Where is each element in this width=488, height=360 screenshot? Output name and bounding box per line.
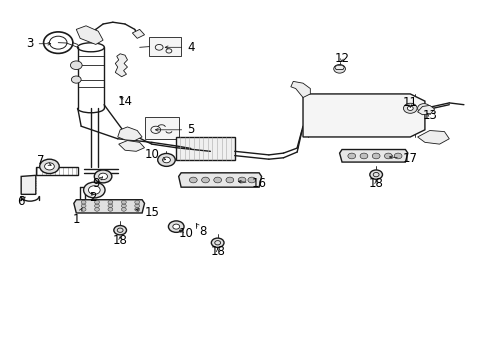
Polygon shape: [74, 200, 144, 213]
Text: 9: 9: [92, 177, 102, 190]
Text: 16: 16: [238, 177, 266, 190]
Circle shape: [44, 163, 54, 170]
Circle shape: [88, 186, 100, 194]
Circle shape: [407, 106, 412, 111]
Circle shape: [135, 204, 140, 208]
Circle shape: [333, 64, 345, 73]
Circle shape: [121, 201, 126, 204]
Circle shape: [225, 177, 233, 183]
Circle shape: [70, 61, 82, 69]
Circle shape: [81, 201, 86, 204]
Text: 13: 13: [422, 109, 436, 122]
Text: 14: 14: [117, 95, 132, 108]
Polygon shape: [303, 94, 424, 137]
Text: 18: 18: [210, 245, 224, 258]
Circle shape: [211, 238, 224, 247]
Polygon shape: [21, 175, 36, 194]
Bar: [176, 137, 234, 160]
Circle shape: [94, 204, 99, 208]
Text: 12: 12: [334, 51, 349, 64]
Polygon shape: [115, 54, 127, 77]
Bar: [144, 117, 178, 139]
Circle shape: [81, 208, 86, 211]
Text: 7: 7: [37, 154, 51, 167]
Circle shape: [403, 103, 416, 113]
Circle shape: [189, 177, 197, 183]
Circle shape: [162, 157, 170, 163]
Circle shape: [168, 221, 183, 232]
Polygon shape: [118, 127, 142, 140]
Polygon shape: [132, 30, 144, 39]
Circle shape: [158, 153, 175, 166]
Polygon shape: [417, 105, 434, 115]
Text: 10: 10: [178, 227, 193, 240]
Circle shape: [114, 226, 126, 235]
Text: 6: 6: [18, 195, 25, 208]
Circle shape: [108, 201, 113, 204]
Polygon shape: [339, 149, 407, 162]
Polygon shape: [119, 140, 144, 151]
Text: 3: 3: [26, 37, 51, 50]
Circle shape: [369, 170, 382, 179]
Polygon shape: [76, 26, 103, 44]
Circle shape: [108, 208, 113, 211]
Text: 11: 11: [402, 96, 417, 109]
Circle shape: [393, 153, 401, 159]
Circle shape: [40, 159, 59, 174]
Circle shape: [94, 208, 99, 211]
Circle shape: [121, 208, 126, 211]
Text: 4: 4: [165, 41, 194, 54]
Circle shape: [94, 170, 112, 183]
Circle shape: [121, 204, 126, 208]
Circle shape: [213, 177, 221, 183]
Circle shape: [135, 208, 140, 211]
Bar: [149, 37, 181, 56]
Circle shape: [359, 153, 367, 159]
Circle shape: [81, 204, 86, 208]
Polygon shape: [178, 173, 261, 187]
Text: 17: 17: [389, 152, 417, 165]
Polygon shape: [417, 131, 448, 144]
Circle shape: [83, 182, 105, 198]
Polygon shape: [334, 65, 344, 69]
Text: 10: 10: [144, 148, 165, 161]
Circle shape: [135, 201, 140, 204]
Text: 15: 15: [136, 206, 159, 219]
Circle shape: [94, 201, 99, 204]
Circle shape: [238, 177, 245, 183]
Circle shape: [108, 204, 113, 208]
Circle shape: [71, 76, 81, 83]
Circle shape: [347, 153, 355, 159]
Text: 5: 5: [155, 123, 194, 136]
Text: 18: 18: [113, 234, 127, 247]
Polygon shape: [290, 81, 310, 98]
Text: 8: 8: [196, 224, 206, 238]
Circle shape: [201, 177, 209, 183]
Text: 2: 2: [89, 192, 97, 204]
Text: 1: 1: [72, 208, 82, 226]
Text: 18: 18: [368, 177, 383, 190]
Circle shape: [172, 224, 179, 229]
Circle shape: [417, 104, 429, 113]
Circle shape: [384, 153, 391, 159]
Circle shape: [371, 153, 379, 159]
Circle shape: [247, 177, 255, 183]
Circle shape: [99, 173, 107, 180]
